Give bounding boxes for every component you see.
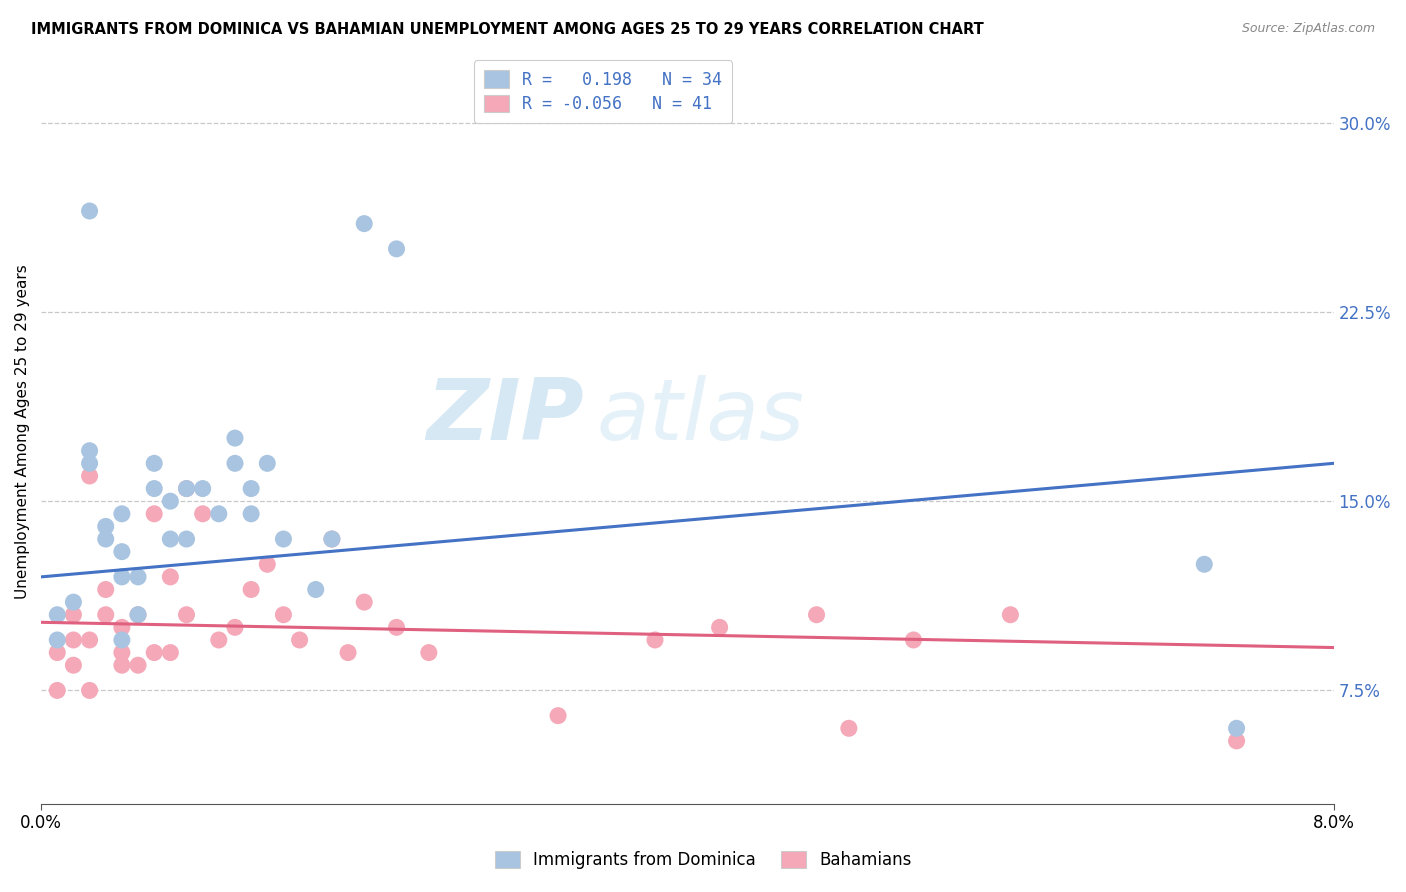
Point bbox=[644, 632, 666, 647]
Point bbox=[62, 658, 84, 673]
Point bbox=[191, 482, 214, 496]
Point bbox=[337, 646, 360, 660]
Point bbox=[224, 620, 246, 634]
Text: ZIP: ZIP bbox=[426, 376, 583, 458]
Point bbox=[159, 570, 181, 584]
Point bbox=[79, 204, 101, 219]
Point bbox=[111, 507, 134, 521]
Point bbox=[547, 708, 569, 723]
Point bbox=[353, 595, 375, 609]
Point bbox=[127, 658, 149, 673]
Point bbox=[79, 443, 101, 458]
Point bbox=[903, 632, 925, 647]
Point bbox=[143, 646, 166, 660]
Point bbox=[94, 582, 117, 597]
Point bbox=[159, 646, 181, 660]
Point bbox=[127, 570, 149, 584]
Point bbox=[127, 607, 149, 622]
Point bbox=[46, 683, 69, 698]
Point bbox=[143, 482, 166, 496]
Point bbox=[240, 507, 263, 521]
Point bbox=[418, 646, 440, 660]
Point bbox=[176, 532, 198, 546]
Point bbox=[240, 582, 263, 597]
Text: IMMIGRANTS FROM DOMINICA VS BAHAMIAN UNEMPLOYMENT AMONG AGES 25 TO 29 YEARS CORR: IMMIGRANTS FROM DOMINICA VS BAHAMIAN UNE… bbox=[31, 22, 984, 37]
Point bbox=[143, 456, 166, 470]
Point bbox=[353, 217, 375, 231]
Point bbox=[256, 558, 278, 572]
Point bbox=[273, 607, 295, 622]
Point bbox=[1226, 734, 1249, 748]
Point bbox=[176, 482, 198, 496]
Point bbox=[838, 721, 860, 735]
Legend: R =   0.198   N = 34, R = -0.056   N = 41: R = 0.198 N = 34, R = -0.056 N = 41 bbox=[474, 61, 733, 123]
Point bbox=[111, 544, 134, 558]
Point bbox=[224, 456, 246, 470]
Point bbox=[273, 532, 295, 546]
Point bbox=[62, 632, 84, 647]
Point bbox=[1000, 607, 1022, 622]
Legend: Immigrants from Dominica, Bahamians: Immigrants from Dominica, Bahamians bbox=[485, 841, 921, 880]
Point bbox=[208, 632, 231, 647]
Y-axis label: Unemployment Among Ages 25 to 29 years: Unemployment Among Ages 25 to 29 years bbox=[15, 264, 30, 599]
Point bbox=[62, 607, 84, 622]
Point bbox=[46, 632, 69, 647]
Point bbox=[46, 646, 69, 660]
Point bbox=[176, 482, 198, 496]
Point bbox=[288, 632, 311, 647]
Point bbox=[111, 632, 134, 647]
Point bbox=[94, 607, 117, 622]
Point bbox=[79, 632, 101, 647]
Point bbox=[159, 494, 181, 508]
Point bbox=[159, 532, 181, 546]
Point bbox=[79, 683, 101, 698]
Text: Source: ZipAtlas.com: Source: ZipAtlas.com bbox=[1241, 22, 1375, 36]
Point bbox=[111, 658, 134, 673]
Point bbox=[111, 646, 134, 660]
Point bbox=[806, 607, 828, 622]
Point bbox=[79, 456, 101, 470]
Point bbox=[191, 507, 214, 521]
Point bbox=[709, 620, 731, 634]
Point bbox=[111, 620, 134, 634]
Point bbox=[208, 507, 231, 521]
Point bbox=[94, 532, 117, 546]
Point bbox=[305, 582, 328, 597]
Point bbox=[385, 242, 408, 256]
Point bbox=[94, 519, 117, 533]
Point bbox=[321, 532, 343, 546]
Point bbox=[256, 456, 278, 470]
Point bbox=[46, 607, 69, 622]
Point bbox=[143, 507, 166, 521]
Point bbox=[321, 532, 343, 546]
Point bbox=[62, 595, 84, 609]
Point bbox=[224, 431, 246, 445]
Point bbox=[79, 469, 101, 483]
Text: atlas: atlas bbox=[596, 376, 804, 458]
Point bbox=[1194, 558, 1216, 572]
Point bbox=[127, 607, 149, 622]
Point bbox=[385, 620, 408, 634]
Point bbox=[111, 570, 134, 584]
Point bbox=[176, 607, 198, 622]
Point bbox=[240, 482, 263, 496]
Point bbox=[1226, 721, 1249, 735]
